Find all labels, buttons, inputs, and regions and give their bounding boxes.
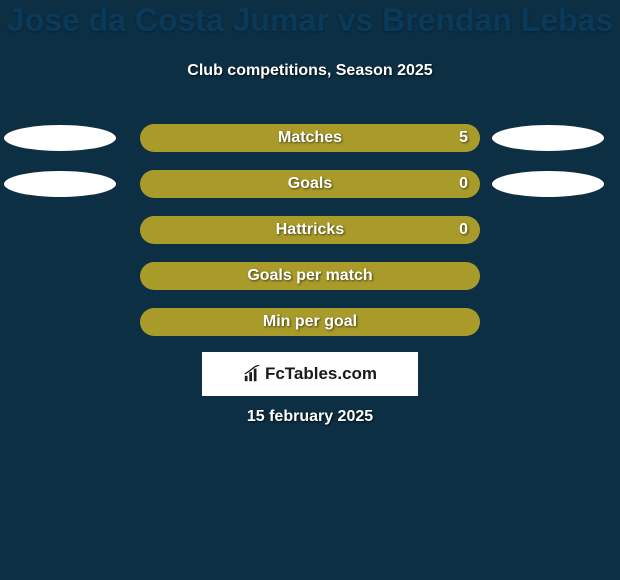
stat-bar: Min per goal: [140, 308, 480, 336]
comparison-canvas: Jose da Costa Jumar vs Brendan Lebas Clu…: [0, 0, 620, 580]
logo-label: FcTables.com: [265, 364, 377, 384]
right-value-ellipse: [492, 171, 604, 197]
stat-value: 0: [459, 221, 468, 239]
stat-label: Min per goal: [263, 313, 357, 331]
stat-bar: Hattricks 0: [140, 216, 480, 244]
page-subtitle: Club competitions, Season 2025: [0, 62, 620, 80]
page-title: Jose da Costa Jumar vs Brendan Lebas: [0, 2, 620, 39]
stat-value: 0: [459, 175, 468, 193]
chart-icon: [243, 365, 261, 383]
stat-label: Matches: [278, 129, 342, 147]
stat-bar: Matches 5: [140, 124, 480, 152]
stat-bar: Goals per match: [140, 262, 480, 290]
stat-row: Hattricks 0: [0, 216, 620, 244]
logo-text: FcTables.com: [243, 364, 377, 384]
left-value-ellipse: [4, 171, 116, 197]
stat-row: Min per goal: [0, 308, 620, 336]
stat-label: Goals: [288, 175, 332, 193]
right-value-ellipse: [492, 125, 604, 151]
stat-label: Goals per match: [247, 267, 372, 285]
stat-bar: Goals 0: [140, 170, 480, 198]
left-value-ellipse: [4, 125, 116, 151]
date-label: 15 february 2025: [0, 408, 620, 426]
stat-row: Matches 5: [0, 124, 620, 152]
logo-box: FcTables.com: [202, 352, 418, 396]
stat-label: Hattricks: [276, 221, 344, 239]
stat-value: 5: [459, 129, 468, 147]
stat-row: Goals 0: [0, 170, 620, 198]
stat-row: Goals per match: [0, 262, 620, 290]
